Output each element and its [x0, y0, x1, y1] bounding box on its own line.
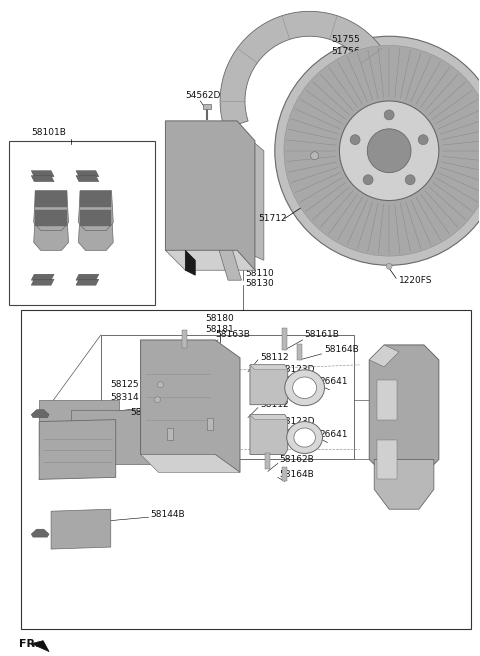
Text: 58162B: 58162B: [280, 455, 314, 464]
Circle shape: [275, 36, 480, 265]
Polygon shape: [76, 279, 99, 285]
Circle shape: [311, 152, 319, 159]
Polygon shape: [141, 455, 240, 472]
Text: 51756: 51756: [332, 47, 360, 56]
Text: 58112: 58112: [260, 354, 288, 362]
Text: 58130: 58130: [245, 279, 274, 288]
Text: 58101B: 58101B: [31, 129, 66, 137]
Bar: [21, 310, 471, 628]
Polygon shape: [369, 345, 439, 474]
Circle shape: [284, 45, 480, 256]
Circle shape: [350, 134, 360, 145]
Bar: [168, 428, 173, 440]
Text: 26641: 26641: [320, 430, 348, 439]
Polygon shape: [71, 409, 151, 464]
Circle shape: [384, 110, 394, 120]
Bar: [207, 418, 213, 430]
Text: 58164B: 58164B: [280, 470, 314, 479]
Circle shape: [157, 382, 164, 388]
Circle shape: [339, 101, 439, 201]
Polygon shape: [31, 274, 54, 280]
Text: 26641: 26641: [320, 377, 348, 386]
Text: 58110: 58110: [245, 269, 274, 277]
Bar: [282, 468, 287, 482]
Bar: [203, 104, 211, 109]
Polygon shape: [228, 121, 264, 260]
Circle shape: [418, 134, 428, 145]
Polygon shape: [250, 415, 288, 420]
Bar: [265, 453, 270, 470]
Polygon shape: [31, 279, 54, 285]
Polygon shape: [51, 509, 111, 549]
Polygon shape: [166, 251, 255, 270]
Text: 58164B: 58164B: [324, 346, 359, 354]
Bar: [297, 344, 301, 360]
Polygon shape: [78, 191, 113, 230]
Text: 58163B: 58163B: [215, 331, 250, 339]
Text: 58125: 58125: [111, 380, 139, 389]
Circle shape: [155, 397, 160, 403]
Bar: [36, 191, 67, 207]
Text: FR.: FR.: [19, 639, 40, 649]
Polygon shape: [250, 365, 288, 405]
Circle shape: [367, 129, 411, 173]
Text: 51712: 51712: [258, 214, 287, 223]
Polygon shape: [250, 365, 288, 370]
Bar: [36, 211, 67, 226]
Circle shape: [363, 174, 373, 185]
Polygon shape: [374, 459, 434, 509]
Text: 1220FS: 1220FS: [399, 276, 432, 285]
Polygon shape: [31, 171, 54, 176]
Text: 54562D: 54562D: [185, 91, 221, 100]
Polygon shape: [166, 121, 255, 270]
Text: 58123D: 58123D: [280, 365, 315, 375]
Polygon shape: [76, 274, 99, 280]
Bar: [101, 335, 354, 459]
Text: 51755: 51755: [332, 35, 360, 44]
Polygon shape: [369, 345, 399, 367]
Polygon shape: [76, 176, 99, 182]
Polygon shape: [34, 211, 69, 251]
Polygon shape: [141, 340, 240, 472]
Text: 58181: 58181: [206, 325, 235, 335]
Polygon shape: [300, 151, 369, 230]
Bar: [80, 191, 111, 207]
Text: 1140FZ: 1140FZ: [320, 144, 354, 154]
Circle shape: [386, 263, 392, 269]
Text: 58144B: 58144B: [151, 510, 185, 519]
Polygon shape: [31, 641, 49, 651]
Ellipse shape: [287, 422, 323, 453]
Polygon shape: [31, 409, 49, 418]
Polygon shape: [39, 400, 119, 455]
Polygon shape: [219, 251, 241, 280]
Polygon shape: [31, 529, 49, 537]
Bar: [282, 328, 287, 350]
Polygon shape: [39, 420, 116, 480]
Text: 58161B: 58161B: [305, 331, 339, 339]
Ellipse shape: [293, 377, 316, 398]
Polygon shape: [250, 415, 288, 455]
Polygon shape: [76, 171, 99, 176]
Bar: [377, 440, 397, 480]
Text: 58144B: 58144B: [151, 400, 185, 409]
Polygon shape: [34, 191, 69, 230]
Ellipse shape: [294, 428, 315, 447]
Bar: [80, 211, 111, 226]
Bar: [182, 330, 187, 348]
Bar: [9, 141, 156, 305]
Polygon shape: [78, 211, 113, 251]
Bar: [377, 380, 397, 420]
Text: 58123D: 58123D: [280, 417, 315, 426]
Polygon shape: [185, 251, 195, 276]
Circle shape: [405, 174, 415, 185]
Text: 58180: 58180: [206, 314, 235, 323]
Polygon shape: [220, 11, 389, 129]
Ellipse shape: [285, 370, 324, 405]
Text: 58314: 58314: [111, 393, 139, 402]
Polygon shape: [31, 176, 54, 182]
Text: 58125F: 58125F: [131, 408, 164, 417]
Text: 58112: 58112: [260, 400, 288, 409]
